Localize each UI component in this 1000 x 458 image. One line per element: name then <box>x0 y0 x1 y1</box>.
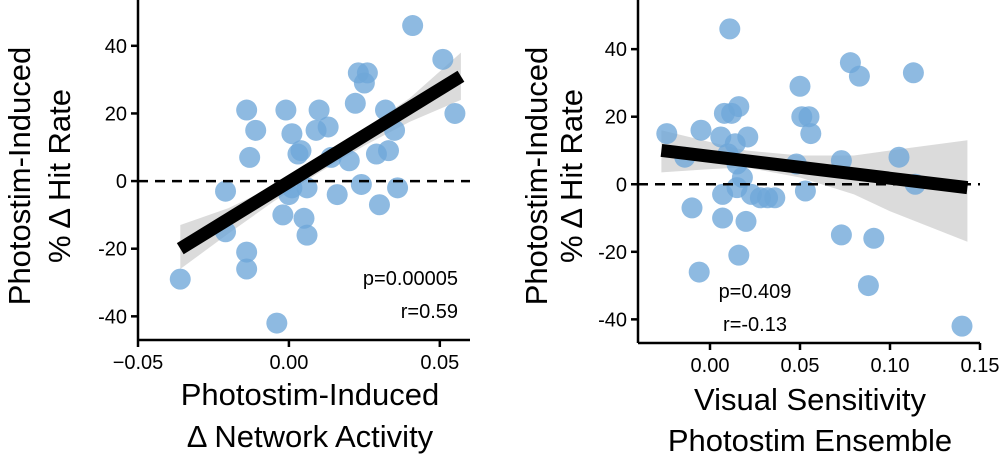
c0-point-36 <box>402 15 424 37</box>
c1-point-33 <box>848 65 870 87</box>
c1-point-28 <box>798 106 820 128</box>
c0-point-17 <box>296 224 318 246</box>
c0-point-8 <box>266 312 288 334</box>
c1-y-tick-label-1: 20 <box>605 107 627 129</box>
c0-point-29 <box>356 62 378 84</box>
c1-point-34 <box>857 275 879 297</box>
c1-point-19 <box>737 126 759 148</box>
c1-x-tick-label-1: 0.05 <box>781 355 820 377</box>
c1-point-17 <box>731 167 753 188</box>
c0-x-tick-label-0: −0.05 <box>113 352 164 374</box>
c1-point-29 <box>800 123 822 145</box>
c0-stat-1: r=0.59 <box>401 301 458 323</box>
c1-fit-line <box>660 144 969 195</box>
c0-point-35 <box>387 177 409 199</box>
c0-point-23 <box>326 184 348 206</box>
c1-point-4 <box>690 119 712 141</box>
c1-point-37 <box>902 62 924 84</box>
c1-point-15 <box>728 96 750 118</box>
c0-y-tick-label-1: 20 <box>105 103 127 125</box>
c1-point-2 <box>681 197 703 219</box>
c1-y-tick-label-4: -40 <box>598 309 627 331</box>
c1-point-18 <box>735 210 757 232</box>
c0-point-33 <box>378 140 400 162</box>
c1-stat-0: p=0.409 <box>719 281 792 303</box>
c0-x-axis-title-1: Δ Network Activity <box>187 419 434 454</box>
c1-y-tick-label-3: -20 <box>598 242 627 264</box>
c1-x-tick-label-3: 0.15 <box>961 355 1000 377</box>
c0-point-3 <box>236 241 258 263</box>
c1-x-axis-title-0: Visual Sensitivity <box>694 382 927 417</box>
c0-point-20 <box>308 99 330 121</box>
c0-point-7 <box>245 119 267 141</box>
c1-y-tick-label-0: 40 <box>605 39 627 61</box>
c0-y-tick-label-3: -20 <box>98 239 127 261</box>
c0-point-18 <box>296 177 318 199</box>
c1-point-39 <box>951 315 973 337</box>
c1-point-6 <box>712 207 734 229</box>
c1-point-0 <box>656 123 678 145</box>
c0-point-16 <box>293 207 315 229</box>
c0-point-21 <box>317 116 339 138</box>
c0-point-25 <box>344 92 366 114</box>
c0-stat-0: p=0.00005 <box>363 268 458 290</box>
c0-point-15 <box>290 140 312 162</box>
c0-point-10 <box>272 204 294 226</box>
c1-y-axis-title-1: % Δ Hit Rate <box>554 89 589 263</box>
c1-point-10 <box>719 18 741 40</box>
c1-stat-1: r=-0.13 <box>723 314 787 336</box>
c1-point-3 <box>688 261 710 283</box>
c0-point-1 <box>215 180 237 202</box>
c0-y-axis-title-0: Photostim-Induced <box>2 47 37 305</box>
c0-point-6 <box>236 99 258 121</box>
c0-y-tick-label-0: 40 <box>105 36 127 58</box>
c0-point-27 <box>350 173 372 195</box>
c0-y-tick-label-2: 0 <box>116 171 127 193</box>
c1-point-36 <box>888 146 910 168</box>
c0-point-4 <box>236 258 258 280</box>
c0-x-tick-label-2: 0.05 <box>420 352 459 374</box>
c1-point-27 <box>794 180 816 202</box>
c0-point-37 <box>432 48 454 70</box>
c0-point-0 <box>169 268 191 290</box>
c1-point-35 <box>863 227 885 249</box>
c0-y-tick-label-4: -40 <box>98 306 127 328</box>
c1-x-tick-label-2: 0.10 <box>871 355 910 377</box>
c1-x-tick-label-0: 0.00 <box>691 355 730 377</box>
c0-point-13 <box>281 123 303 145</box>
c1-x-axis-title-1: Photostim Ensemble <box>668 423 952 458</box>
c1-point-16 <box>728 244 750 266</box>
c1-y-axis-title-0: Photostim-Induced <box>519 47 554 305</box>
c0-point-31 <box>368 194 390 216</box>
c1-point-31 <box>830 224 852 246</box>
c1-point-23 <box>764 187 786 209</box>
c0-point-9 <box>275 99 297 121</box>
c0-x-tick-label-1: 0.00 <box>269 352 308 374</box>
c0-point-38 <box>444 102 466 124</box>
c0-point-5 <box>239 146 261 168</box>
c1-point-25 <box>789 75 811 97</box>
c0-y-axis-title-1: % Δ Hit Rate <box>42 89 77 263</box>
c0-fit-line <box>176 70 465 255</box>
c1-y-tick-label-2: 0 <box>616 174 627 196</box>
c0-x-axis-title-0: Photostim-Induced <box>181 377 439 412</box>
